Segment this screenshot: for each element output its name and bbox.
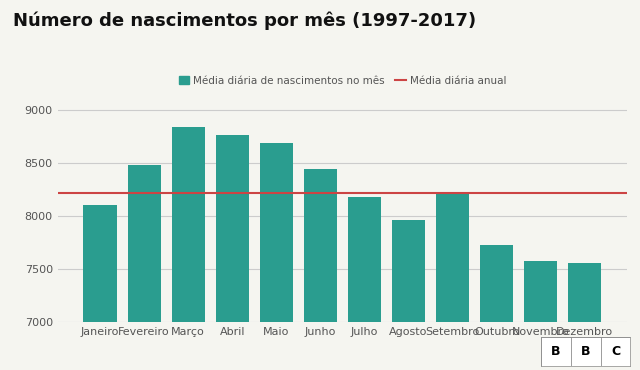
Bar: [568, 263, 602, 370]
Bar: [392, 221, 425, 370]
Bar: [83, 205, 116, 370]
Bar: [571, 337, 600, 366]
Bar: [436, 194, 469, 370]
Bar: [127, 165, 161, 370]
Bar: [524, 260, 557, 370]
Text: B: B: [551, 345, 561, 358]
Bar: [304, 169, 337, 370]
Bar: [348, 196, 381, 370]
Bar: [541, 337, 571, 366]
Bar: [480, 245, 513, 370]
Bar: [216, 135, 249, 370]
Bar: [172, 127, 205, 370]
Text: C: C: [611, 345, 620, 358]
Bar: [600, 337, 630, 366]
Bar: [260, 143, 293, 370]
Legend: Média diária de nascimentos no mês, Média diária anual: Média diária de nascimentos no mês, Médi…: [174, 72, 511, 90]
Text: B: B: [581, 345, 590, 358]
Text: Número de nascimentos por mês (1997-2017): Número de nascimentos por mês (1997-2017…: [13, 11, 476, 30]
